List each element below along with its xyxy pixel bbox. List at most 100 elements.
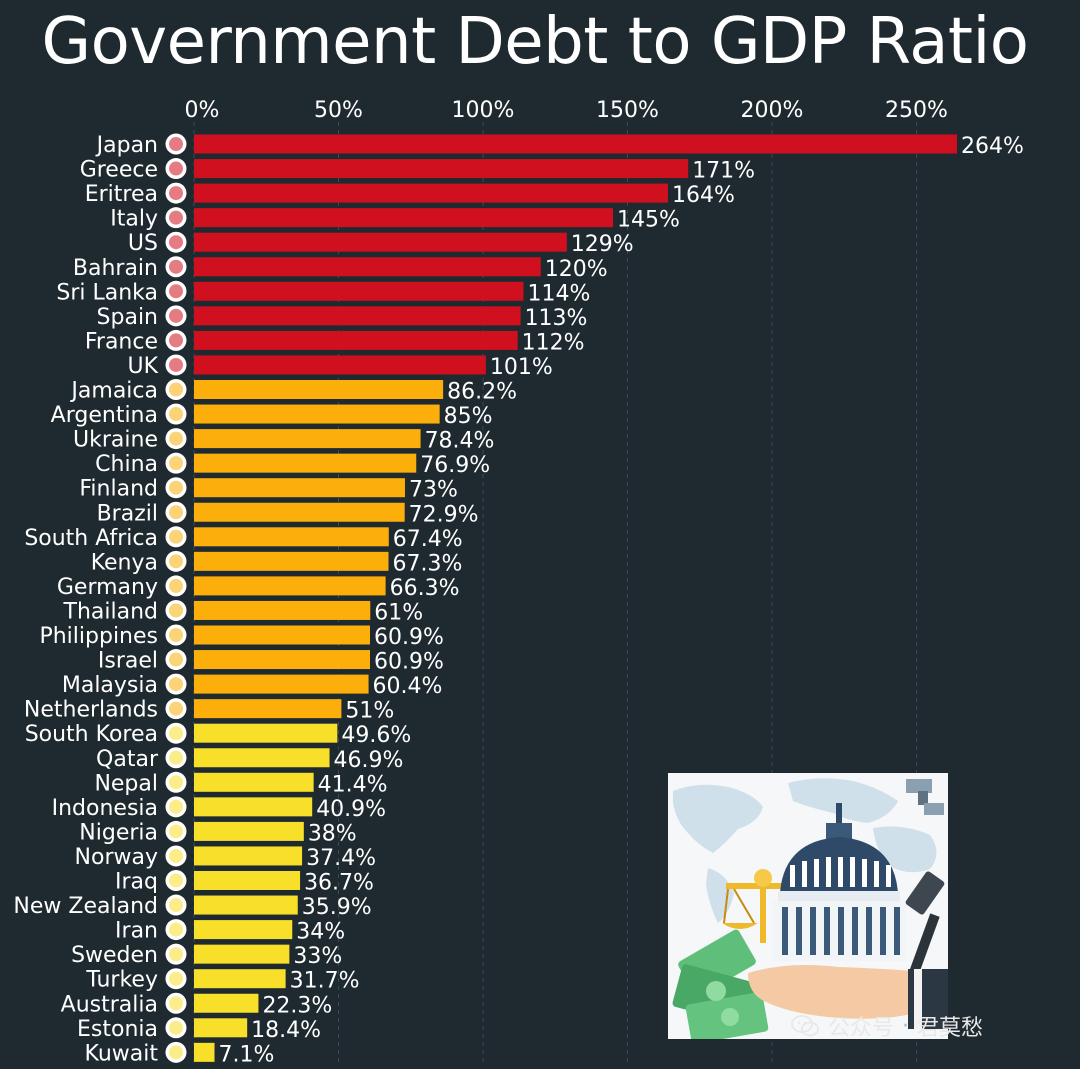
france-flag-icon	[165, 329, 187, 351]
category-label: New Zealand	[13, 894, 158, 919]
category-label: China	[95, 452, 158, 477]
value-label: 78.4%	[425, 429, 495, 454]
turkey-flag-icon	[165, 968, 187, 990]
chart-title: Government Debt to GDP Ratio	[41, 5, 1029, 79]
category-label: Thailand	[63, 599, 158, 624]
value-label: 38%	[308, 821, 357, 846]
bahrain-flag-icon	[165, 256, 187, 278]
category-label: Australia	[61, 992, 158, 1017]
qatar-flag-icon	[165, 747, 187, 769]
netherlands-flag-icon	[165, 698, 187, 720]
bar-japan	[194, 134, 957, 154]
value-label: 264%	[961, 134, 1024, 159]
x-tick-label: 250%	[885, 98, 948, 123]
value-label: 67.4%	[393, 527, 463, 552]
value-label: 36.7%	[304, 871, 374, 896]
bar-sweden	[194, 944, 290, 964]
thailand-flag-icon	[165, 599, 187, 621]
bar-brazil	[194, 502, 405, 522]
malaysia-flag-icon	[165, 673, 187, 695]
category-label: Finland	[79, 477, 158, 502]
bar-philippines	[194, 625, 371, 645]
ukraine-flag-icon	[165, 428, 187, 450]
bar-uk	[194, 355, 486, 375]
australia-flag-icon	[165, 992, 187, 1014]
value-label: 40.9%	[316, 797, 386, 822]
category-label: Nepal	[94, 771, 158, 796]
category-label: Jamaica	[69, 379, 158, 404]
category-label: Kenya	[91, 550, 158, 575]
us-flag-icon	[165, 231, 187, 253]
category-label: Norway	[75, 845, 158, 870]
x-tick-label: 100%	[452, 98, 515, 123]
israel-flag-icon	[165, 649, 187, 671]
bar-south-africa	[194, 527, 389, 547]
bar-kenya	[194, 551, 389, 571]
scale-icon	[722, 869, 796, 943]
south-korea-flag-icon	[165, 722, 187, 744]
bar-jamaica	[194, 380, 444, 399]
watermark: 公众号 · 君莫愁	[790, 1010, 983, 1042]
new-zealand-flag-icon	[165, 894, 187, 916]
value-label: 37.4%	[306, 846, 376, 871]
bar-china	[194, 453, 417, 473]
value-label: 73%	[409, 478, 458, 503]
bar-australia	[194, 993, 259, 1013]
category-label: Greece	[80, 158, 158, 183]
value-label: 31.7%	[290, 969, 360, 994]
bar-finland	[194, 478, 405, 498]
nepal-flag-icon	[165, 771, 187, 793]
bar-estonia	[194, 1018, 248, 1038]
hand-icon	[748, 965, 948, 1029]
value-label: 171%	[692, 159, 755, 184]
greece-flag-icon	[165, 158, 187, 180]
value-label: 51%	[345, 699, 394, 724]
gavel-icon	[905, 871, 945, 983]
category-label: Turkey	[85, 968, 158, 993]
category-label: Argentina	[51, 403, 158, 428]
value-label: 18.4%	[251, 1018, 321, 1043]
category-label: Qatar	[96, 747, 159, 772]
uk-flag-icon	[165, 354, 187, 376]
germany-flag-icon	[165, 575, 187, 597]
capitol-money-illustration	[668, 773, 948, 1039]
x-tick-label: 200%	[741, 98, 804, 123]
value-label: 145%	[617, 208, 680, 233]
category-label: Netherlands	[24, 698, 158, 723]
value-label: 66.3%	[390, 576, 460, 601]
norway-flag-icon	[165, 845, 187, 867]
bar-new-zealand	[194, 895, 298, 915]
value-label: 120%	[545, 257, 608, 282]
bar-us	[194, 232, 567, 252]
bar-argentina	[194, 404, 440, 424]
kuwait-flag-icon	[165, 1041, 187, 1063]
category-label: Sri Lanka	[56, 280, 158, 305]
iraq-flag-icon	[165, 870, 187, 891]
value-label: 33%	[293, 944, 342, 969]
bar-iraq	[194, 871, 301, 890]
value-label: 34%	[296, 920, 345, 945]
category-label: South Africa	[24, 526, 158, 551]
bar-south-korea	[194, 723, 338, 743]
wechat-icon	[791, 1015, 819, 1037]
estonia-flag-icon	[165, 1017, 187, 1039]
bar-france	[194, 330, 518, 350]
value-label: 60.9%	[374, 650, 444, 675]
value-label: 72.9%	[409, 502, 479, 527]
italy-flag-icon	[165, 207, 187, 229]
value-label: 61%	[374, 600, 423, 625]
bar-spain	[194, 306, 521, 326]
value-label: 22.3%	[262, 993, 332, 1018]
value-label: 86.2%	[447, 380, 517, 405]
value-label: 164%	[672, 183, 735, 208]
value-label: 76.9%	[420, 453, 490, 478]
watermark-text2: 君莫愁	[917, 1016, 984, 1041]
bar-qatar	[194, 748, 330, 768]
finland-flag-icon	[165, 477, 187, 499]
category-label: Germany	[57, 575, 158, 600]
category-label: US	[128, 231, 158, 256]
category-label: Bahrain	[73, 256, 158, 281]
category-label: UK	[127, 354, 158, 379]
bar-nepal	[194, 772, 314, 792]
